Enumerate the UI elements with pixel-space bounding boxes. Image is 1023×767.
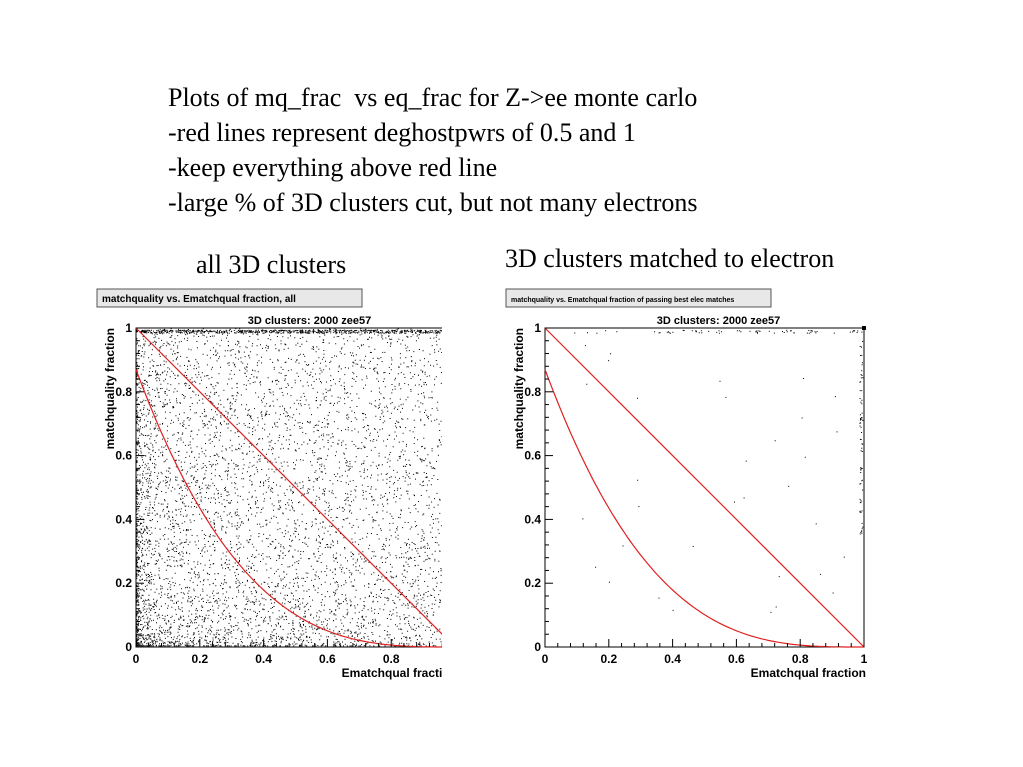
slide-notes: Plots of mq_frac vs eq_frac for Z->ee mo… [168, 80, 697, 220]
scatter-point-cloud [574, 329, 864, 613]
red-curve-deghostpwr-0.5 [135, 369, 442, 648]
x-tick-label: 0.4 [255, 652, 272, 666]
y-tick-label: 0.4 [115, 512, 132, 526]
red-curve-deghostpwr-0.5 [544, 369, 864, 648]
plot-window-title-box [96, 288, 363, 308]
x-axis-label: Ematchqual fraction [342, 666, 442, 680]
note-line-2: -red lines represent deghostpwrs of 0.5 … [168, 118, 636, 147]
y-tick-label: 0.6 [524, 449, 541, 463]
plot-window-title: matchquality vs. Ematchqual fraction of … [511, 297, 734, 304]
scatter-points [574, 329, 864, 613]
x-tick-label: 0 [133, 652, 140, 666]
y-tick-label: 0.4 [524, 512, 541, 526]
x-axis-label: Ematchqual fraction [751, 666, 866, 680]
x-tick-label: 0.8 [383, 652, 400, 666]
x-tick-label: 0.2 [191, 652, 208, 666]
plot-window-title: matchquality vs. Ematchqual fraction, al… [102, 294, 296, 305]
note-line-4: -large % of 3D clusters cut, but not man… [168, 188, 698, 217]
x-tick-label: 0.8 [792, 652, 809, 666]
y-tick-label: 1 [534, 321, 541, 335]
x-tick-label: 0 [542, 652, 549, 666]
x-tick-label: 0.6 [728, 652, 745, 666]
y-tick-label: 0.8 [524, 385, 541, 399]
plot-frame [135, 327, 442, 648]
scatter-point-cloud [136, 328, 442, 647]
scatter-points [136, 328, 442, 647]
x-tick-label: 0.4 [664, 652, 681, 666]
y-axis-label: matchquality fraction [512, 328, 526, 449]
highlight-point [862, 326, 866, 330]
scatter-plot-matched-clusters: matchquality vs. Ematchqual fraction of … [505, 288, 868, 680]
y-tick-label: 0 [534, 640, 541, 654]
x-tick-label: 0.6 [319, 652, 336, 666]
scatter-plot-all-clusters: matchquality vs. Ematchqual fraction, al… [96, 288, 442, 680]
y-tick-label: 0.8 [115, 385, 132, 399]
red-line-deghostpwr-1 [135, 327, 442, 635]
y-axis-label: matchquality fraction [103, 328, 117, 449]
right-plot-caption: 3D clusters matched to electron [505, 244, 835, 273]
note-line-3: -keep everything above red line [168, 153, 498, 182]
y-tick-label: 0.2 [115, 576, 132, 590]
plot-title: 3D clusters: 2000 zee57 [248, 315, 372, 327]
y-tick-label: 0 [125, 640, 132, 654]
plot-frame [544, 327, 865, 648]
plot-window-title-box [505, 288, 772, 308]
red-line-deghostpwr-1 [544, 327, 865, 648]
y-tick-label: 1 [125, 321, 132, 335]
note-line-1: Plots of mq_frac vs eq_frac for Z->ee mo… [168, 83, 698, 112]
left-plot-caption: all 3D clusters [196, 250, 347, 279]
x-tick-label: 0.2 [600, 652, 617, 666]
y-tick-label: 0.6 [115, 449, 132, 463]
y-tick-label: 0.2 [524, 576, 541, 590]
x-tick-label: 1 [861, 652, 868, 666]
plot-title: 3D clusters: 2000 zee57 [657, 315, 781, 327]
